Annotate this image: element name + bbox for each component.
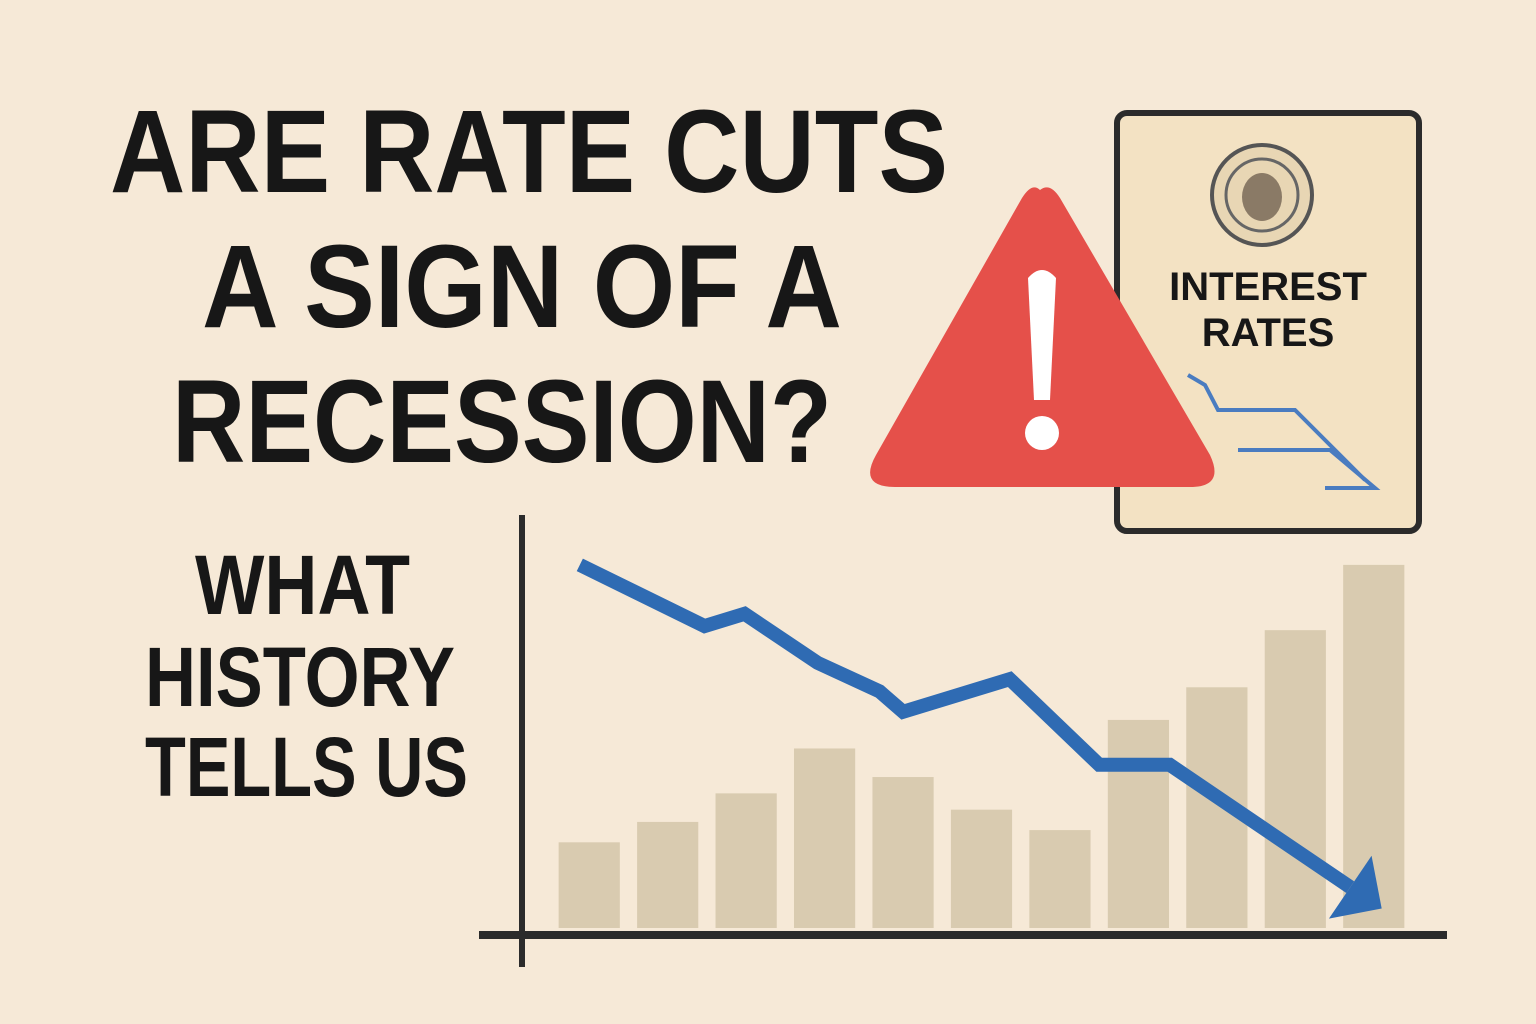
bar <box>715 793 777 928</box>
bar <box>950 809 1013 928</box>
trend-arrowhead <box>1328 855 1382 919</box>
bar <box>558 842 620 928</box>
bar <box>872 777 934 928</box>
card-text: RATES <box>1202 311 1335 355</box>
seal-ring <box>1224 157 1300 233</box>
chart <box>558 558 1405 928</box>
subtitle-line: WHAT <box>195 538 410 632</box>
subtitle-line: HISTORY <box>145 630 455 724</box>
warning-sign <box>870 187 1215 488</box>
card-text: INTEREST <box>1169 265 1367 309</box>
bar <box>637 821 699 928</box>
exclamation-bar <box>1028 270 1056 400</box>
title: ARE RATE CUTS A SIGN OF A RECESSION? <box>110 86 948 488</box>
trend-line <box>576 558 1355 893</box>
bar <box>1264 630 1326 928</box>
subtitle-line: TELLS US <box>145 720 468 814</box>
card-arrow <box>1238 448 1381 490</box>
seal-figure <box>1242 173 1282 221</box>
title-line: RECESSION? <box>172 356 832 488</box>
bar <box>1107 719 1170 928</box>
bar <box>1029 830 1091 928</box>
bar <box>793 748 856 928</box>
card-arrow <box>1186 373 1367 482</box>
exclamation-dot <box>1025 416 1059 450</box>
title-line: A SIGN OF A <box>202 221 842 353</box>
subtitle: WHAT HISTORY TELLS US <box>145 538 468 814</box>
title-line: ARE RATE CUTS <box>110 86 948 218</box>
